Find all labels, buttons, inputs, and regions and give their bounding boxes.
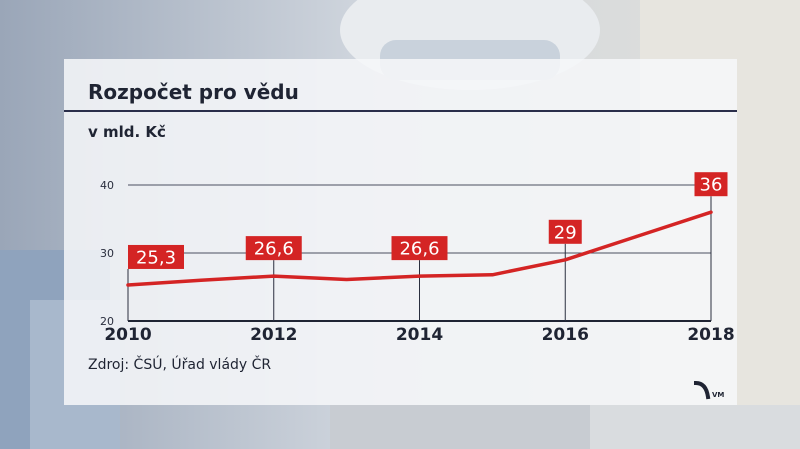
data-label-box — [128, 244, 184, 269]
data-label: 25,3 — [136, 247, 176, 268]
data-label-box — [694, 172, 728, 197]
data-point — [418, 274, 421, 278]
data-point — [199, 278, 203, 282]
data-label-box — [391, 236, 448, 261]
x-tick-label: 2016 — [542, 325, 589, 345]
data-label: 29 — [554, 222, 577, 243]
data-point — [345, 278, 349, 282]
data-label: 36 — [700, 175, 723, 196]
chart-title: Rozpočet pro vědu — [88, 80, 299, 104]
data-label: 26,6 — [254, 239, 294, 260]
x-tick-label: 2010 — [104, 325, 151, 345]
broadcaster-logo-icon: VM — [694, 380, 724, 400]
y-tick-label: 30 — [100, 247, 114, 260]
data-label: 26,6 — [399, 239, 439, 260]
data-point — [126, 283, 130, 287]
title-divider — [64, 110, 737, 112]
x-tick-label: 2014 — [396, 325, 443, 345]
unit-label: v mld. Kč — [88, 123, 166, 141]
data-point — [490, 273, 494, 277]
svg-text:VM: VM — [712, 391, 724, 399]
y-tick-label: 40 — [100, 179, 114, 192]
data-label-box — [245, 236, 302, 261]
x-tick-label: 2012 — [250, 325, 297, 345]
x-tick-label: 2018 — [687, 325, 734, 345]
data-point — [709, 210, 713, 214]
chart-panel — [64, 59, 737, 405]
data-label-box — [548, 219, 582, 244]
data-point — [272, 274, 276, 278]
data-point — [563, 258, 567, 262]
y-tick-label: 20 — [100, 315, 114, 328]
source-note: Zdroj: ČSÚ, Úřad vlády ČR — [88, 357, 272, 373]
data-point — [636, 234, 640, 238]
